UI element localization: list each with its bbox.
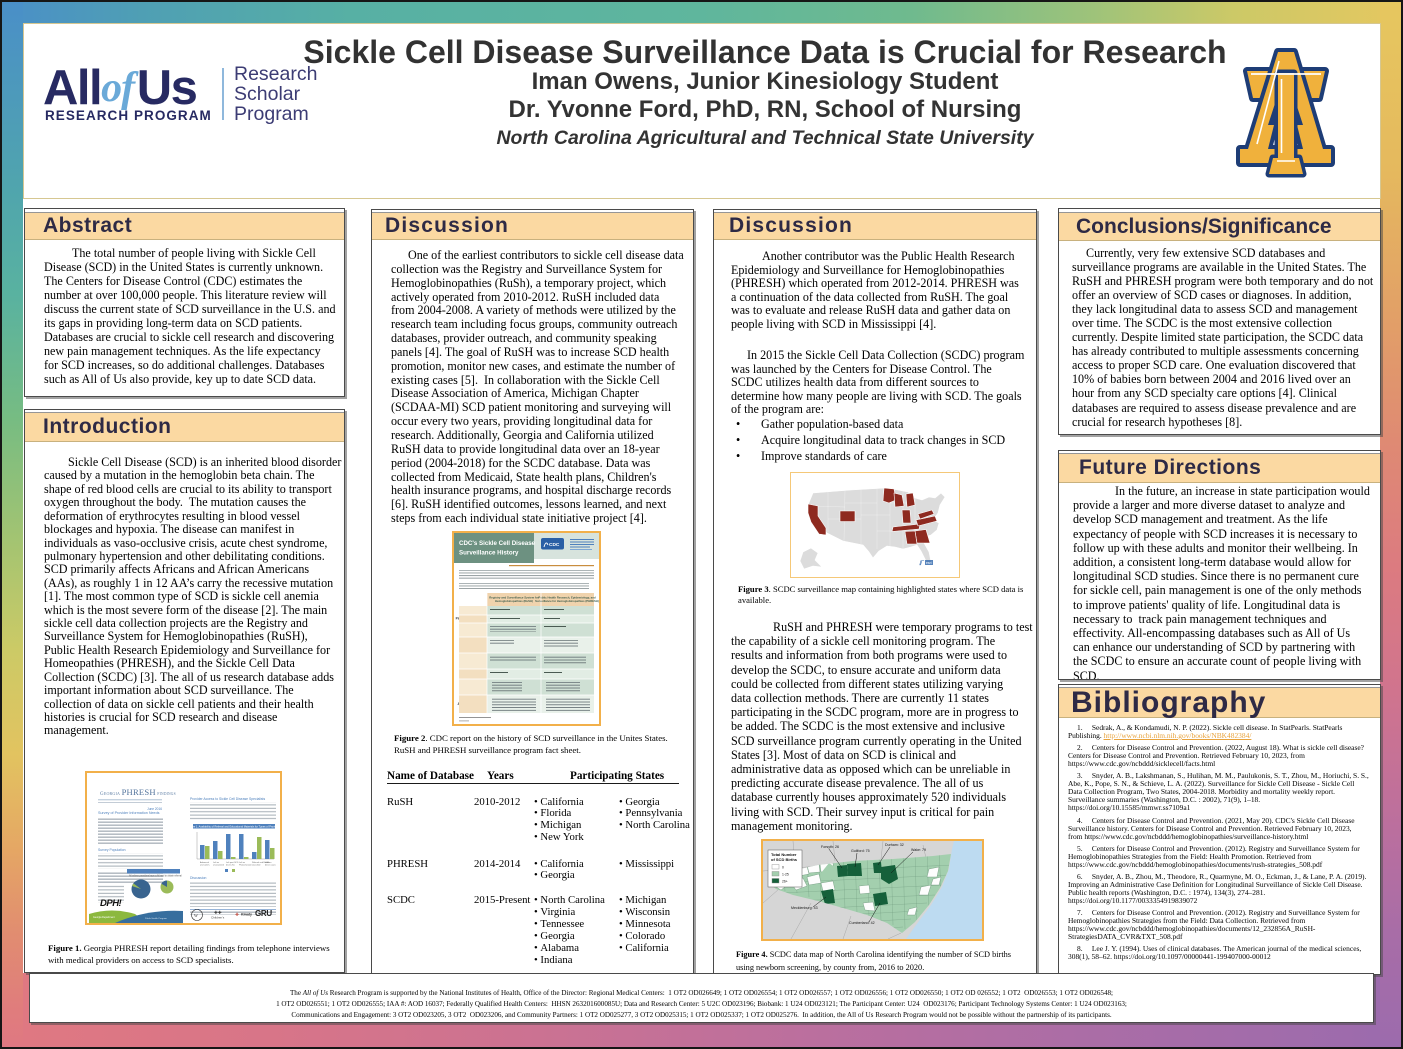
svg-text:26+: 26+ bbox=[782, 880, 788, 884]
svg-text:Advanced: Advanced bbox=[200, 861, 209, 864]
svg-text:❖: ❖ bbox=[235, 912, 239, 917]
svg-text:Mecklenburg: 43: Mecklenburg: 43 bbox=[791, 906, 818, 910]
svg-text:searched: searched bbox=[252, 864, 260, 866]
svg-text:Wake: 79: Wake: 79 bbox=[911, 848, 926, 852]
svg-text:Referral and Buck's: Referral and Buck's bbox=[252, 862, 269, 864]
svg-text:June 2016: June 2016 bbox=[147, 807, 162, 811]
svg-text:Kiwaty: Kiwaty bbox=[241, 913, 252, 917]
svg-text:Durham: 32: Durham: 32 bbox=[885, 843, 904, 847]
svg-text:Forsyth: 26: Forsyth: 26 bbox=[821, 845, 839, 849]
svg-text:Cumberland: 42: Cumberland: 42 bbox=[849, 921, 875, 925]
svg-text:ℾ: ℾ bbox=[919, 560, 925, 567]
svg-text:1-25: 1-25 bbox=[782, 873, 789, 877]
svg-text:CDC: CDC bbox=[549, 542, 560, 548]
svg-text:Left as: Left as bbox=[213, 861, 219, 864]
svg-text:Public Health Research, Epidem: Public Health Research, Epidemiology, an… bbox=[538, 596, 596, 600]
svg-text:Left as: Left as bbox=[239, 861, 245, 864]
svg-text:GEORGIA PHRESH FINDINGS: GEORGIA PHRESH FINDINGS bbox=[100, 787, 176, 797]
svg-text:(Over 25): (Over 25) bbox=[226, 864, 235, 866]
svg-text:0: 0 bbox=[782, 866, 784, 870]
svg-text:Hemoglobinopathies (RuSH): Hemoglobinopathies (RuSH) bbox=[495, 599, 533, 603]
svg-text:DPH!: DPH! bbox=[100, 898, 122, 909]
svg-text:% hard to obtain referral: % hard to obtain referral bbox=[157, 875, 182, 878]
svg-text:direct cases: direct cases bbox=[265, 863, 276, 866]
svg-text:CDC's Sickle Cell Disease: CDC's Sickle Cell Disease bbox=[459, 540, 536, 547]
svg-text:Phone/answer: Phone/answer bbox=[239, 864, 252, 866]
svg-text:✚✚: ✚✚ bbox=[214, 910, 222, 915]
svg-text:Surveillance for Hemoglobinopa: Surveillance for Hemoglobinopathies (PHR… bbox=[535, 599, 599, 603]
svg-text:Figure 1. Availability of Refe: Figure 1. Availability of Referral and E… bbox=[188, 825, 281, 829]
svg-text:GRU: GRU bbox=[255, 909, 272, 918]
svg-text:Survey Population: Survey Population bbox=[98, 848, 126, 852]
svg-text:and comm.: and comm. bbox=[200, 864, 210, 866]
svg-text:Children's: Children's bbox=[211, 916, 225, 920]
svg-text:% believe providers have a: % believe providers have a bbox=[129, 875, 157, 878]
svg-text:Survey of Provider Information: Survey of Provider Information Needs bbox=[98, 811, 160, 815]
svg-text:Public Health Program: Public Health Program bbox=[145, 917, 167, 920]
svg-text:unanswered: unanswered bbox=[213, 864, 224, 866]
svg-text:Surveillance History: Surveillance History bbox=[459, 550, 519, 557]
svg-text:Guilford: 75: Guilford: 75 bbox=[851, 849, 870, 853]
svg-text:Hidden: Hidden bbox=[265, 862, 271, 864]
svg-text:of SCD Births: of SCD Births bbox=[771, 857, 798, 862]
svg-text:Georgia Department: Georgia Department bbox=[93, 916, 115, 919]
svg-text:Discussion: Discussion bbox=[190, 876, 207, 880]
svg-text:Provider Access to Sickle Cell: Provider Access to Sickle Cell Disease S… bbox=[190, 797, 265, 801]
svg-text:Left past SCD: Left past SCD bbox=[226, 861, 239, 864]
svg-text:Total Number: Total Number bbox=[771, 852, 797, 857]
svg-text:W: W bbox=[194, 913, 198, 918]
svg-text:Registry and Surveillance Syst: Registry and Surveillance System for bbox=[489, 596, 539, 600]
svg-text:esri: esri bbox=[926, 561, 932, 565]
